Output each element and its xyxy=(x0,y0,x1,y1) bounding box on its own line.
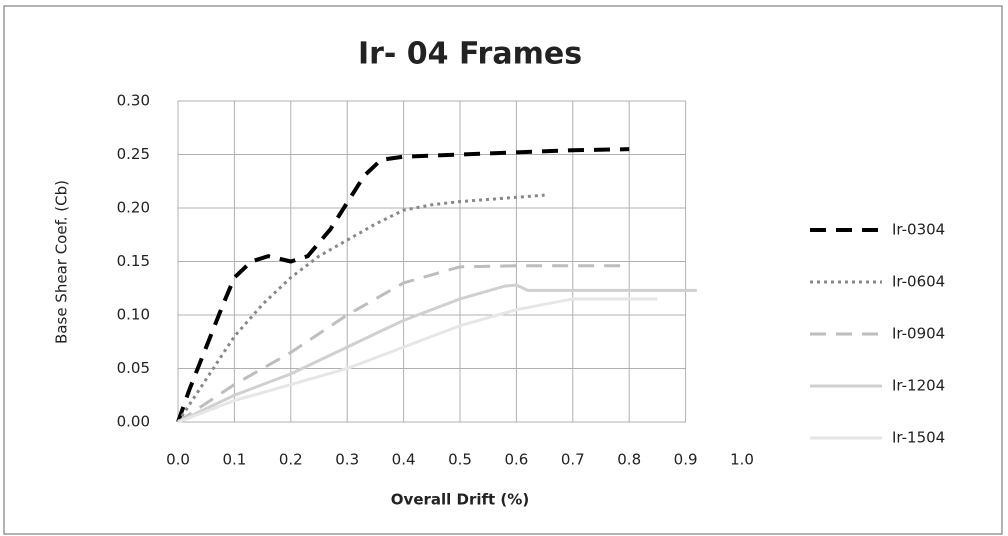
y-tick-label: 0.10 xyxy=(117,306,150,324)
x-tick-label: 1.0 xyxy=(730,451,754,469)
x-tick-label: 0.8 xyxy=(617,451,641,469)
series-line xyxy=(177,283,697,424)
x-tick-label: 0.0 xyxy=(166,451,190,469)
x-axis-label: Overall Drift (%) xyxy=(391,491,529,509)
y-tick-label: 0.30 xyxy=(117,92,150,110)
legend-label: Ir-0604 xyxy=(892,273,945,291)
series-line xyxy=(177,264,630,424)
y-tick-label: 0.25 xyxy=(117,145,150,163)
chart-title: Ir- 04 Frames xyxy=(358,37,582,72)
legend-label: Ir-0904 xyxy=(892,325,945,343)
x-tick-label: 0.7 xyxy=(561,451,585,469)
legend-label: Ir-1204 xyxy=(892,377,945,395)
x-tick-label: 0.2 xyxy=(279,451,303,469)
x-tick-label: 0.5 xyxy=(448,451,472,469)
y-axis-label: Base Shear Coef. (Cb) xyxy=(53,180,71,344)
y-tick-label: 0.00 xyxy=(117,413,150,431)
y-tick-label: 0.20 xyxy=(117,199,150,217)
legend-label: Ir-0304 xyxy=(892,221,945,239)
series-line xyxy=(176,193,545,423)
y-tick-label: 0.15 xyxy=(117,252,150,270)
y-tick-label: 0.05 xyxy=(117,359,150,377)
frame xyxy=(3,5,1003,535)
x-tick-label: 0.3 xyxy=(335,451,359,469)
x-tick-label: 0.1 xyxy=(222,451,246,469)
x-tick-label: 0.9 xyxy=(674,451,698,469)
legend-label: Ir-1504 xyxy=(892,429,945,447)
x-tick-label: 0.4 xyxy=(392,451,416,469)
series-line xyxy=(177,297,658,424)
series-line xyxy=(176,147,630,423)
x-tick-label: 0.6 xyxy=(504,451,528,469)
